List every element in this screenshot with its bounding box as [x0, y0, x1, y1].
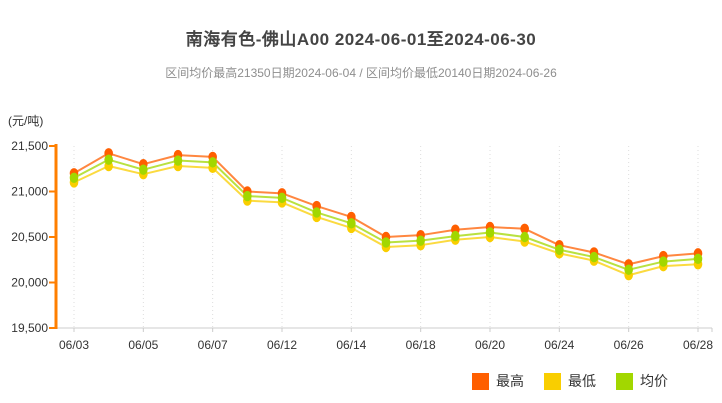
data-point-avg[interactable] [659, 256, 668, 267]
y-tick-label: 21,500 [11, 139, 48, 153]
data-point-avg[interactable] [451, 230, 460, 242]
series-line-avg [73, 158, 699, 271]
x-tick-label: 06/03 [59, 338, 89, 352]
y-tick-label: 20,500 [11, 230, 48, 244]
data-point-avg[interactable] [693, 253, 703, 265]
data-point-avg[interactable] [173, 155, 183, 166]
data-point-avg[interactable] [485, 227, 495, 238]
y-tick-label: 21,000 [11, 185, 48, 199]
x-tick-label: 06/18 [406, 338, 436, 352]
legend-item-avg[interactable]: 均价 [616, 373, 668, 390]
data-point-avg[interactable] [104, 154, 113, 165]
x-tick-label: 06/05 [128, 338, 158, 352]
x-tick-label: 06/26 [614, 338, 644, 352]
series-markers-avg [69, 154, 703, 275]
x-tick-label: 06/28 [683, 338, 713, 352]
legend-swatch-avg-icon [616, 373, 633, 390]
data-point-avg[interactable] [69, 172, 79, 184]
legend-item-low[interactable]: 最低 [544, 373, 596, 390]
x-tick-label: 06/24 [544, 338, 574, 352]
legend-label-avg: 均价 [640, 373, 668, 389]
x-tick-label: 06/07 [198, 338, 228, 352]
legend-swatch-low-icon [544, 373, 561, 390]
data-point-avg[interactable] [381, 237, 391, 248]
legend-label-low: 最低 [568, 373, 596, 389]
data-point-avg[interactable] [277, 192, 287, 204]
legend-swatch-high-icon [472, 373, 489, 390]
data-point-avg[interactable] [555, 244, 564, 255]
y-axis-unit-label: (元/吨) [8, 114, 44, 128]
y-tick-label: 20,000 [11, 276, 48, 290]
data-point-avg[interactable] [347, 218, 356, 229]
x-tick-label: 06/20 [475, 338, 505, 352]
data-point-avg[interactable] [589, 251, 599, 263]
legend-item-high[interactable]: 最高 [472, 373, 524, 390]
x-tick-label: 06/12 [267, 338, 297, 352]
data-point-avg[interactable] [520, 231, 529, 243]
y-tick-label: 19,500 [11, 321, 48, 335]
data-point-high[interactable] [520, 223, 529, 235]
chart-legend: 最高 最低 均价 [472, 373, 688, 390]
x-tick-label: 06/14 [336, 338, 366, 352]
data-point-avg[interactable] [243, 190, 252, 202]
series-line-low [73, 165, 699, 277]
legend-label-high: 最高 [496, 373, 524, 389]
data-point-avg[interactable] [416, 235, 425, 246]
data-point-avg[interactable] [208, 157, 217, 168]
chart-subtitle: 区间均价最高21350日期2024-06-04 / 区间均价最低20140日期2… [165, 66, 557, 80]
data-point-avg[interactable] [139, 164, 148, 175]
data-point-avg[interactable] [624, 264, 633, 275]
data-point-avg[interactable] [312, 207, 321, 218]
chart-title: 南海有色-佛山A00 2024-06-01至2024-06-30 [185, 30, 537, 49]
